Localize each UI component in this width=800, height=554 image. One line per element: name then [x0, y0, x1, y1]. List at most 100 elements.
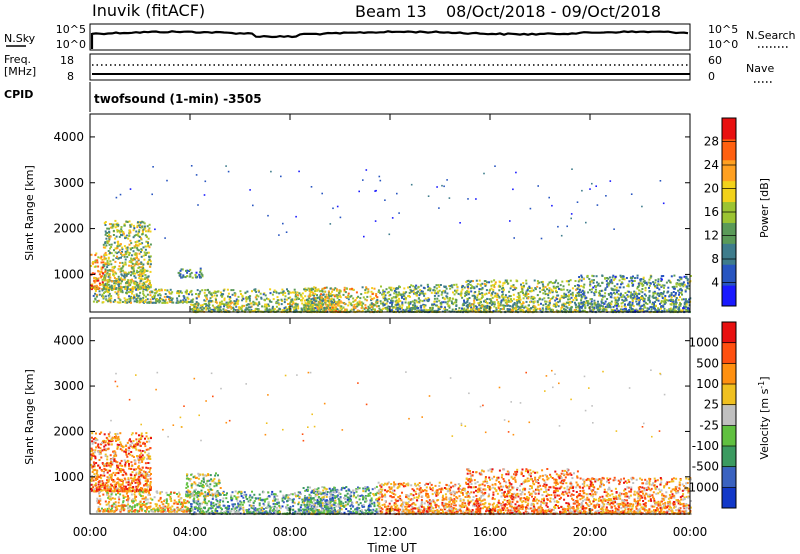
- power-scatter-point: [194, 303, 197, 305]
- power-scatter-point: [540, 237, 543, 240]
- power-scatter-point: [408, 305, 410, 308]
- power-scatter-point: [672, 306, 675, 309]
- power-scatter-point: [422, 286, 425, 289]
- power-scatter-point: [289, 308, 292, 311]
- power-scatter-point: [115, 280, 118, 283]
- power-scatter-point: [384, 294, 387, 297]
- power-scatter-point: [125, 298, 128, 301]
- power-scatter-point: [217, 307, 220, 310]
- power-scatter-point: [258, 301, 261, 304]
- power-scatter-point: [321, 303, 324, 306]
- power-scatter-point: [153, 297, 156, 300]
- velocity-scatter-point: [97, 464, 100, 467]
- power-scatter-point: [509, 279, 512, 282]
- power-scatter-point: [435, 284, 438, 287]
- power-scatter-point: [104, 283, 107, 286]
- power-scatter-point: [419, 305, 422, 308]
- power-scatter-point: [683, 305, 685, 308]
- power-scatter-point: [347, 294, 350, 297]
- power-scatter-point: [295, 215, 297, 218]
- date-range: 08/Oct/2018 - 09/Oct/2018: [446, 2, 661, 21]
- power-scatter-point: [591, 182, 593, 185]
- power-scatter-point: [184, 291, 187, 294]
- power-scatter-point: [136, 271, 139, 274]
- power-scatter-point: [240, 308, 243, 311]
- power-scatter-point: [580, 307, 583, 310]
- power-scatter-point: [513, 303, 516, 306]
- power-scatter-point: [220, 300, 223, 303]
- power-scatter-point: [257, 289, 260, 292]
- power-scatter-point: [145, 295, 147, 298]
- power-scatter-point: [426, 309, 429, 312]
- power-scatter-point: [501, 293, 504, 296]
- power-scatter-point: [630, 193, 633, 195]
- power-scatter-point: [555, 279, 558, 282]
- power-scatter-point: [227, 295, 229, 298]
- power-scatter-point: [314, 293, 317, 296]
- power-scatter-point: [644, 289, 647, 292]
- power-scatter-point: [139, 291, 142, 294]
- power-scatter-point: [641, 205, 643, 208]
- power-scatter-point: [138, 252, 141, 255]
- power-scatter-point: [614, 299, 617, 302]
- power-scatter-point: [663, 286, 665, 289]
- power-scatter-point: [429, 289, 432, 292]
- power-scatter-point: [580, 274, 583, 277]
- velocity-scatter-point: [131, 471, 134, 474]
- power-scatter-point: [655, 299, 658, 301]
- power-scatter-point: [590, 291, 593, 294]
- velocity-scatter-point: [95, 438, 98, 440]
- nave-label: Nave: [746, 62, 774, 75]
- power-scatter-point: [140, 238, 143, 241]
- power-scatter-point: [319, 309, 322, 312]
- velocity-scatter-point: [116, 439, 119, 442]
- velocity-scatter-point: [149, 489, 151, 491]
- power-scatter-point: [360, 307, 363, 310]
- power-scatter-point: [415, 299, 418, 302]
- power-scatter-point: [506, 303, 508, 306]
- power-scatter-point: [660, 293, 663, 296]
- power-scatter-point: [296, 296, 299, 299]
- power-scatter-point: [533, 297, 536, 300]
- power-scatter-point: [581, 289, 584, 292]
- power-scatter-point: [168, 291, 171, 294]
- velocity-scatter-point: [103, 474, 106, 477]
- power-scatter-point: [575, 295, 577, 298]
- power-scatter-point: [640, 282, 643, 285]
- velocity-scatter-point: [145, 481, 148, 484]
- power-scatter-point: [563, 296, 565, 299]
- power-scatter-point: [137, 235, 140, 237]
- power-scatter-point: [321, 287, 324, 290]
- power-y-tick-label: 1000: [53, 267, 84, 281]
- power-scatter-point: [106, 261, 109, 264]
- power-scatter-point: [95, 284, 98, 287]
- power-scatter-point: [338, 295, 340, 298]
- power-scatter-point: [575, 306, 577, 309]
- power-scatter-point: [438, 299, 441, 302]
- velocity-scatter-point: [103, 433, 106, 436]
- power-scatter-point: [685, 285, 688, 288]
- power-scatter-point: [662, 202, 665, 205]
- power-scatter-point: [308, 297, 311, 300]
- power-scatter-point: [511, 310, 514, 312]
- power-scatter-point: [328, 298, 331, 301]
- power-scatter-point: [133, 245, 136, 248]
- power-scatter-point: [449, 287, 452, 290]
- power-scatter-point: [104, 246, 106, 249]
- power-scatter-point: [91, 283, 94, 286]
- power-scatter-point: [126, 248, 129, 251]
- power-scatter-point: [522, 293, 525, 296]
- power-scatter-point: [350, 302, 353, 305]
- power-scatter-point: [180, 276, 183, 279]
- power-scatter-point: [271, 293, 274, 296]
- power-scatter-point: [467, 279, 470, 282]
- power-scatter-point: [186, 271, 189, 274]
- power-scatter-point: [319, 303, 322, 306]
- power-scatter-point: [398, 305, 401, 308]
- power-scatter-point: [124, 287, 127, 290]
- power-scatter-point: [249, 306, 252, 309]
- power-scatter-point: [313, 309, 316, 312]
- power-scatter-point: [147, 230, 150, 233]
- power-scatter-point: [232, 306, 235, 309]
- velocity-scatter-point: [90, 447, 93, 450]
